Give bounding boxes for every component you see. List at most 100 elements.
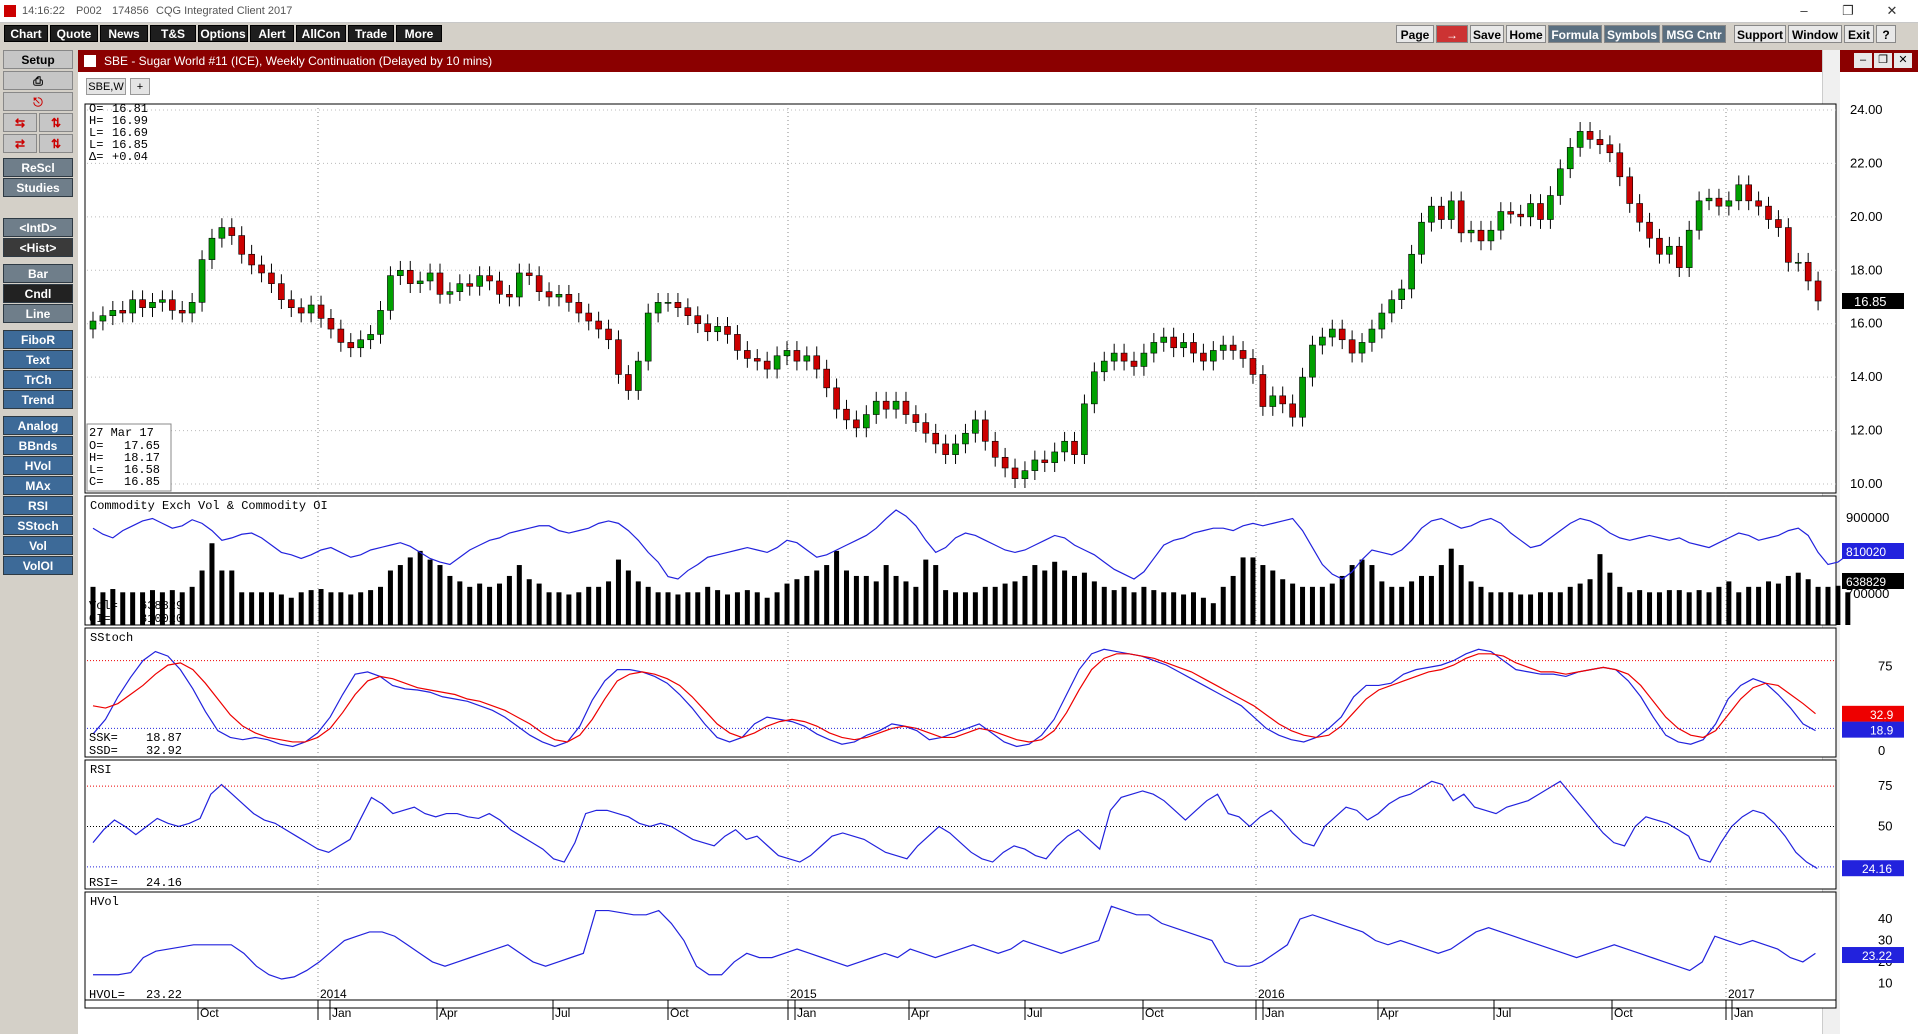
volume-bar xyxy=(764,597,770,625)
window-button[interactable]: Window xyxy=(1788,25,1842,43)
candle-body xyxy=(1557,168,1564,196)
menu-quote[interactable]: Quote xyxy=(50,25,98,42)
volume-bar xyxy=(1379,581,1385,625)
rsi-last-label: 24.16 xyxy=(1862,862,1892,876)
menu-trade[interactable]: Trade xyxy=(348,25,394,42)
study-rsi[interactable]: RSI xyxy=(3,496,73,515)
volume-bar xyxy=(1329,583,1335,625)
studies-button[interactable]: Studies xyxy=(3,178,73,197)
chart-close-icon[interactable]: ✕ xyxy=(1894,53,1912,68)
save-button[interactable]: Save xyxy=(1470,25,1504,43)
volume-bar xyxy=(387,570,393,625)
volume-bar xyxy=(843,570,849,625)
menu-news[interactable]: News xyxy=(100,25,148,42)
volume-bar xyxy=(933,565,939,625)
menu-more[interactable]: More xyxy=(396,25,442,42)
restore-icon[interactable]: ❐ xyxy=(1842,3,1854,18)
study-trend[interactable]: Trend xyxy=(3,390,73,409)
volume-bar xyxy=(873,581,879,625)
rescale-button[interactable]: ReScl xyxy=(3,158,73,177)
volume-bar xyxy=(1637,590,1643,625)
formula-button[interactable]: Formula xyxy=(1548,25,1602,43)
menu-ts[interactable]: T&S xyxy=(150,25,196,42)
print-icon[interactable]: ⎙ xyxy=(3,71,73,90)
study-hvol[interactable]: HVol xyxy=(3,456,73,475)
candle-body xyxy=(634,360,642,391)
volume-bar xyxy=(169,590,175,625)
candle-body xyxy=(902,400,910,415)
volume-bar xyxy=(1111,590,1117,625)
study-max[interactable]: MAx xyxy=(3,476,73,495)
volume-bar xyxy=(437,565,443,625)
volume-bar xyxy=(149,590,155,625)
study-sstoch[interactable]: SStoch xyxy=(3,516,73,535)
minimize-icon[interactable]: – xyxy=(1800,3,1808,18)
candle-body xyxy=(763,360,771,370)
volume-bar xyxy=(120,592,126,625)
time-axis-strip xyxy=(84,999,1837,1009)
volume-tick-label: 700000 xyxy=(1846,586,1889,601)
volume-bar xyxy=(992,586,998,625)
candle-body xyxy=(416,280,424,284)
chart-minimize-icon[interactable]: – xyxy=(1854,53,1872,68)
volume-bar xyxy=(903,581,909,625)
bar-chart-button[interactable]: Bar xyxy=(3,264,73,283)
candle-body xyxy=(1051,451,1058,463)
exit-button[interactable]: Exit xyxy=(1844,25,1874,43)
volume-bar xyxy=(110,589,116,625)
candle-body xyxy=(892,400,900,410)
study-text[interactable]: Text xyxy=(3,350,73,369)
study-analog[interactable]: Analog xyxy=(3,416,73,435)
volume-bar xyxy=(378,586,384,625)
candle-chart-button[interactable]: Cndl xyxy=(3,284,73,303)
scroll-left-icon[interactable]: ⇆ xyxy=(3,113,37,132)
support-button[interactable]: Support xyxy=(1734,25,1786,43)
add-tab-icon[interactable]: + xyxy=(130,78,150,95)
line-chart-button[interactable]: Line xyxy=(3,304,73,323)
chart-restore-icon[interactable]: ❐ xyxy=(1874,53,1892,68)
setup-button[interactable]: Setup xyxy=(3,50,73,69)
volume-bar xyxy=(744,590,750,625)
hvol-tick-label: 10 xyxy=(1878,975,1892,990)
zoom-in-icon[interactable]: ⇄ xyxy=(3,134,37,153)
scroll-right-icon[interactable]: ⇅ xyxy=(39,113,73,132)
page-arrow-button[interactable]: → xyxy=(1436,25,1468,43)
chart-tab[interactable]: SBE,W xyxy=(86,78,126,95)
intraday-button[interactable]: <IntD> xyxy=(3,218,73,237)
hvol-last-box xyxy=(1842,947,1904,964)
hvol-value: 23.22 xyxy=(146,988,182,1002)
menu-alert[interactable]: Alert xyxy=(250,25,294,42)
cursor-value: 16.58 xyxy=(124,463,160,477)
candle-body xyxy=(1794,261,1802,264)
zoom-out-icon[interactable]: ⇅ xyxy=(39,134,73,153)
volume-bar xyxy=(318,589,324,625)
menu-chart[interactable]: Chart xyxy=(4,25,48,42)
help-button[interactable]: ? xyxy=(1876,25,1896,43)
candle-body xyxy=(1210,350,1217,362)
candle-body xyxy=(1130,360,1138,367)
symbols-button[interactable]: Symbols xyxy=(1604,25,1660,43)
exit-chart-icon[interactable]: ⎋ xyxy=(3,92,73,111)
time-axis-label: Jul xyxy=(1027,1006,1042,1020)
menu-options[interactable]: Options xyxy=(198,25,248,42)
home-button[interactable]: Home xyxy=(1506,25,1546,43)
ohlc-label: L= xyxy=(89,126,103,140)
msg-center-button[interactable]: MSG Cntr xyxy=(1662,25,1726,43)
study-fibor[interactable]: FiboR xyxy=(3,330,73,349)
study-voloi[interactable]: VolOI xyxy=(3,556,73,575)
price-tick-label: 10.00 xyxy=(1850,476,1883,491)
historical-button[interactable]: <Hist> xyxy=(3,238,73,257)
volume-bar xyxy=(1508,592,1514,625)
close-icon[interactable]: ✕ xyxy=(1886,3,1898,18)
pane-frame xyxy=(84,891,1837,1001)
menu-allcon[interactable]: AllCon xyxy=(296,25,346,42)
app-icon xyxy=(4,5,16,17)
study-trch[interactable]: TrCh xyxy=(3,370,73,389)
study-vol[interactable]: Vol xyxy=(3,536,73,555)
study-bbnds[interactable]: BBnds xyxy=(3,436,73,455)
volume-bar xyxy=(1230,575,1236,625)
page-button[interactable]: Page xyxy=(1396,25,1434,43)
candle-body xyxy=(1031,459,1039,471)
sstoch-tick-label: 75 xyxy=(1878,658,1892,673)
candle-body xyxy=(981,419,989,442)
